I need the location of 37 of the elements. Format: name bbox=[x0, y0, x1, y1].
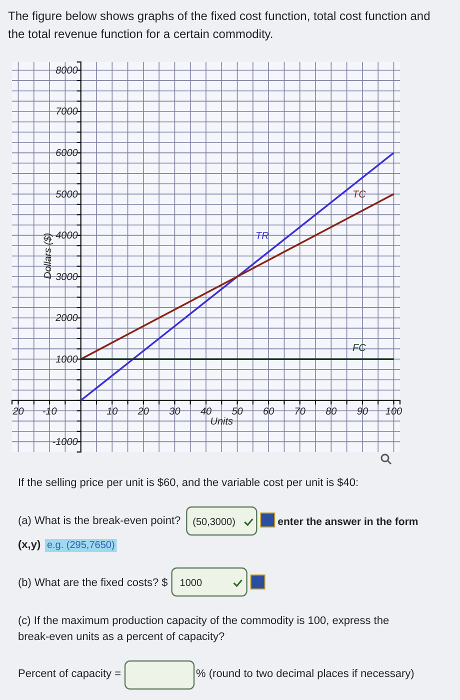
text: If the selling price per unit is $60, and the variable cost per unit is $40: bbox=[18, 477, 359, 489]
text: enter the answer in the form bbox=[278, 516, 418, 528]
text: (a) What is the break-even point? bbox=[18, 515, 181, 527]
text: (c) If the maximum production capacity of the commodity is 100, express the break-even units as a percent of capacity? bbox=[18, 615, 390, 643]
y-tick-label: 5000 bbox=[56, 189, 78, 200]
text: (x,y) bbox=[18, 539, 41, 551]
y-tick-label: 6000 bbox=[56, 148, 78, 159]
text: 1000 bbox=[180, 578, 202, 589]
y-tick-label: 1000 bbox=[56, 354, 78, 366]
text: (b) What are the fixed costs? $ bbox=[18, 577, 168, 589]
text: Percent of capacity = bbox=[18, 668, 122, 680]
x-tick-label: 30 bbox=[169, 406, 181, 418]
x-axis-title: Units bbox=[210, 416, 234, 428]
y-tick-label: -1000 bbox=[52, 436, 78, 448]
x-tick-label: 60 bbox=[263, 406, 275, 418]
y-tick-label: 2000 bbox=[54, 313, 78, 324]
x-tick-label: 90 bbox=[356, 406, 368, 418]
text: e.g. (295,7650) bbox=[46, 540, 115, 551]
chart-title: The figure below shows graphs of the fixed cost function, total cost function and the total revenue function for a certain commodity. bbox=[8, 9, 430, 41]
text: % (round to two decimal places if necessary) bbox=[196, 668, 414, 680]
x-tick-label: 20 bbox=[136, 406, 150, 418]
x-tick-label: 50 bbox=[232, 406, 244, 418]
y-tick-label: 4000 bbox=[56, 230, 78, 242]
x-tick-label: 40 bbox=[200, 406, 212, 418]
x-tick-label: 100 bbox=[385, 406, 403, 418]
y-axis-title: Dollars ($) bbox=[42, 232, 54, 280]
x-tick-label: 70 bbox=[294, 406, 306, 418]
y-tick-label: 7000 bbox=[56, 106, 78, 118]
series-label: FC bbox=[352, 343, 367, 354]
x-tick-label: 20 bbox=[12, 406, 24, 418]
x-tick-label: 80 bbox=[326, 406, 338, 418]
x-tick-label: -10 bbox=[42, 406, 58, 418]
text: (50,3000) bbox=[192, 517, 236, 528]
x-tick-label: 10 bbox=[106, 406, 118, 418]
y-tick-label: 3000 bbox=[56, 272, 78, 283]
y-tick-label: 8000 bbox=[56, 65, 78, 76]
series-label: TC bbox=[352, 190, 367, 201]
